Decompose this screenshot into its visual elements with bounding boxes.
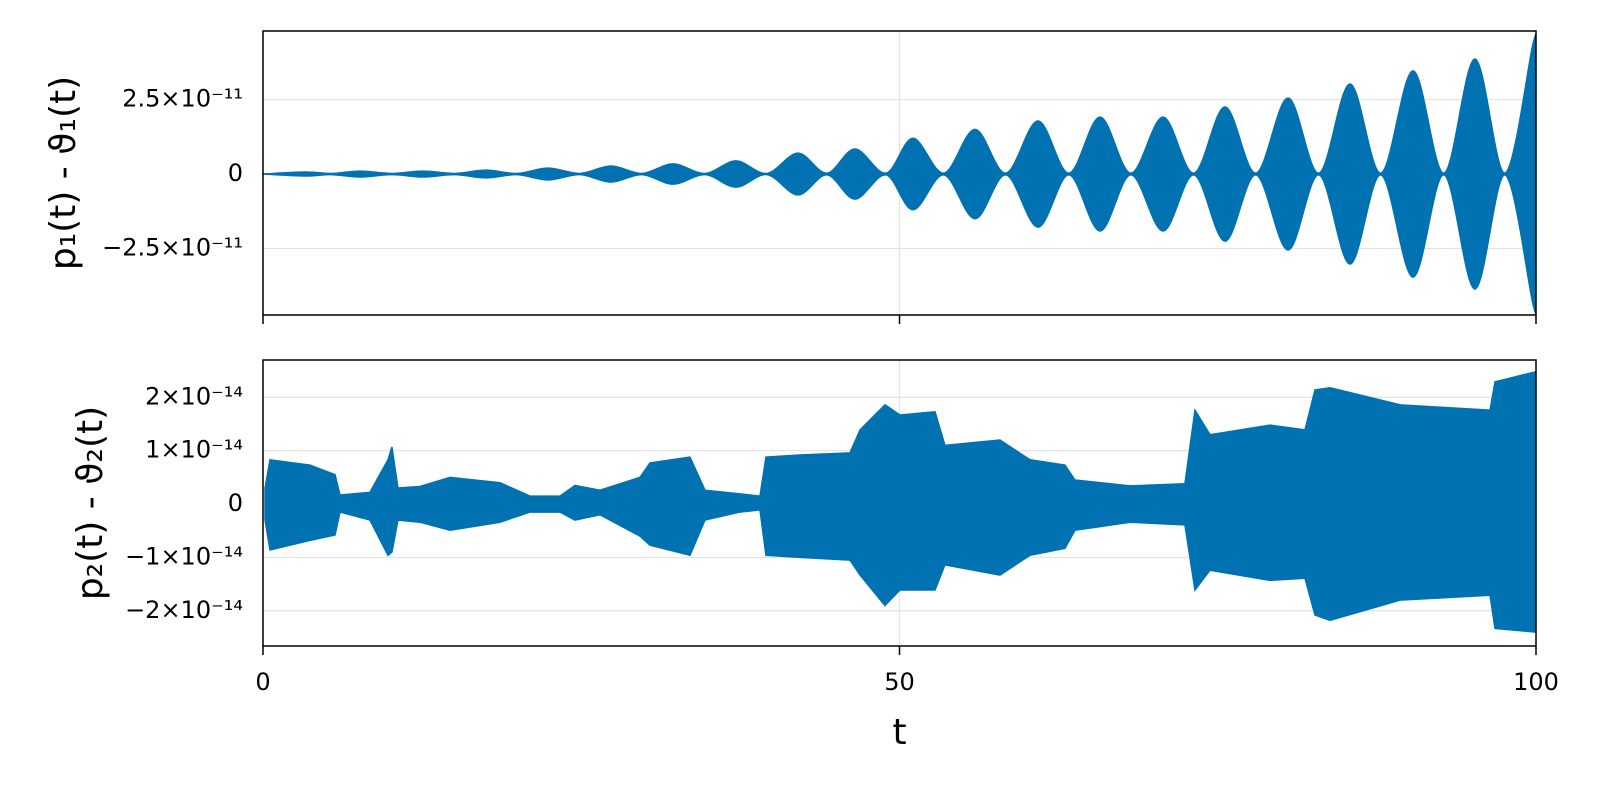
envelope-area [263, 173, 1536, 315]
x-tick-label: 100 [1513, 668, 1559, 696]
x-axis-label: t [892, 712, 906, 753]
plot-area [263, 33, 1536, 315]
y-axis-label: p₂(t) - ϑ₂(t) [70, 406, 111, 600]
y-tick-label: −2.5×10⁻¹¹ [102, 234, 243, 262]
x-tick-label: 0 [255, 668, 270, 696]
y-tick-label: 2×10⁻¹⁴ [145, 382, 243, 410]
x-tick-label: 50 [884, 668, 915, 696]
y-tick-label: 1×10⁻¹⁴ [145, 436, 243, 464]
y-axis-label: p₁(t) - ϑ₁(t) [43, 76, 84, 270]
envelope-area [264, 370, 1536, 505]
y-tick-label: 0 [228, 159, 243, 187]
envelope-area [264, 503, 1536, 633]
envelope-area [263, 33, 1536, 175]
plot-area [264, 370, 1536, 633]
y-tick-label: 0 [228, 489, 243, 517]
y-tick-label: −1×10⁻¹⁴ [125, 542, 243, 570]
y-tick-label: −2×10⁻¹⁴ [125, 596, 243, 624]
y-tick-label: 2.5×10⁻¹¹ [122, 85, 243, 113]
